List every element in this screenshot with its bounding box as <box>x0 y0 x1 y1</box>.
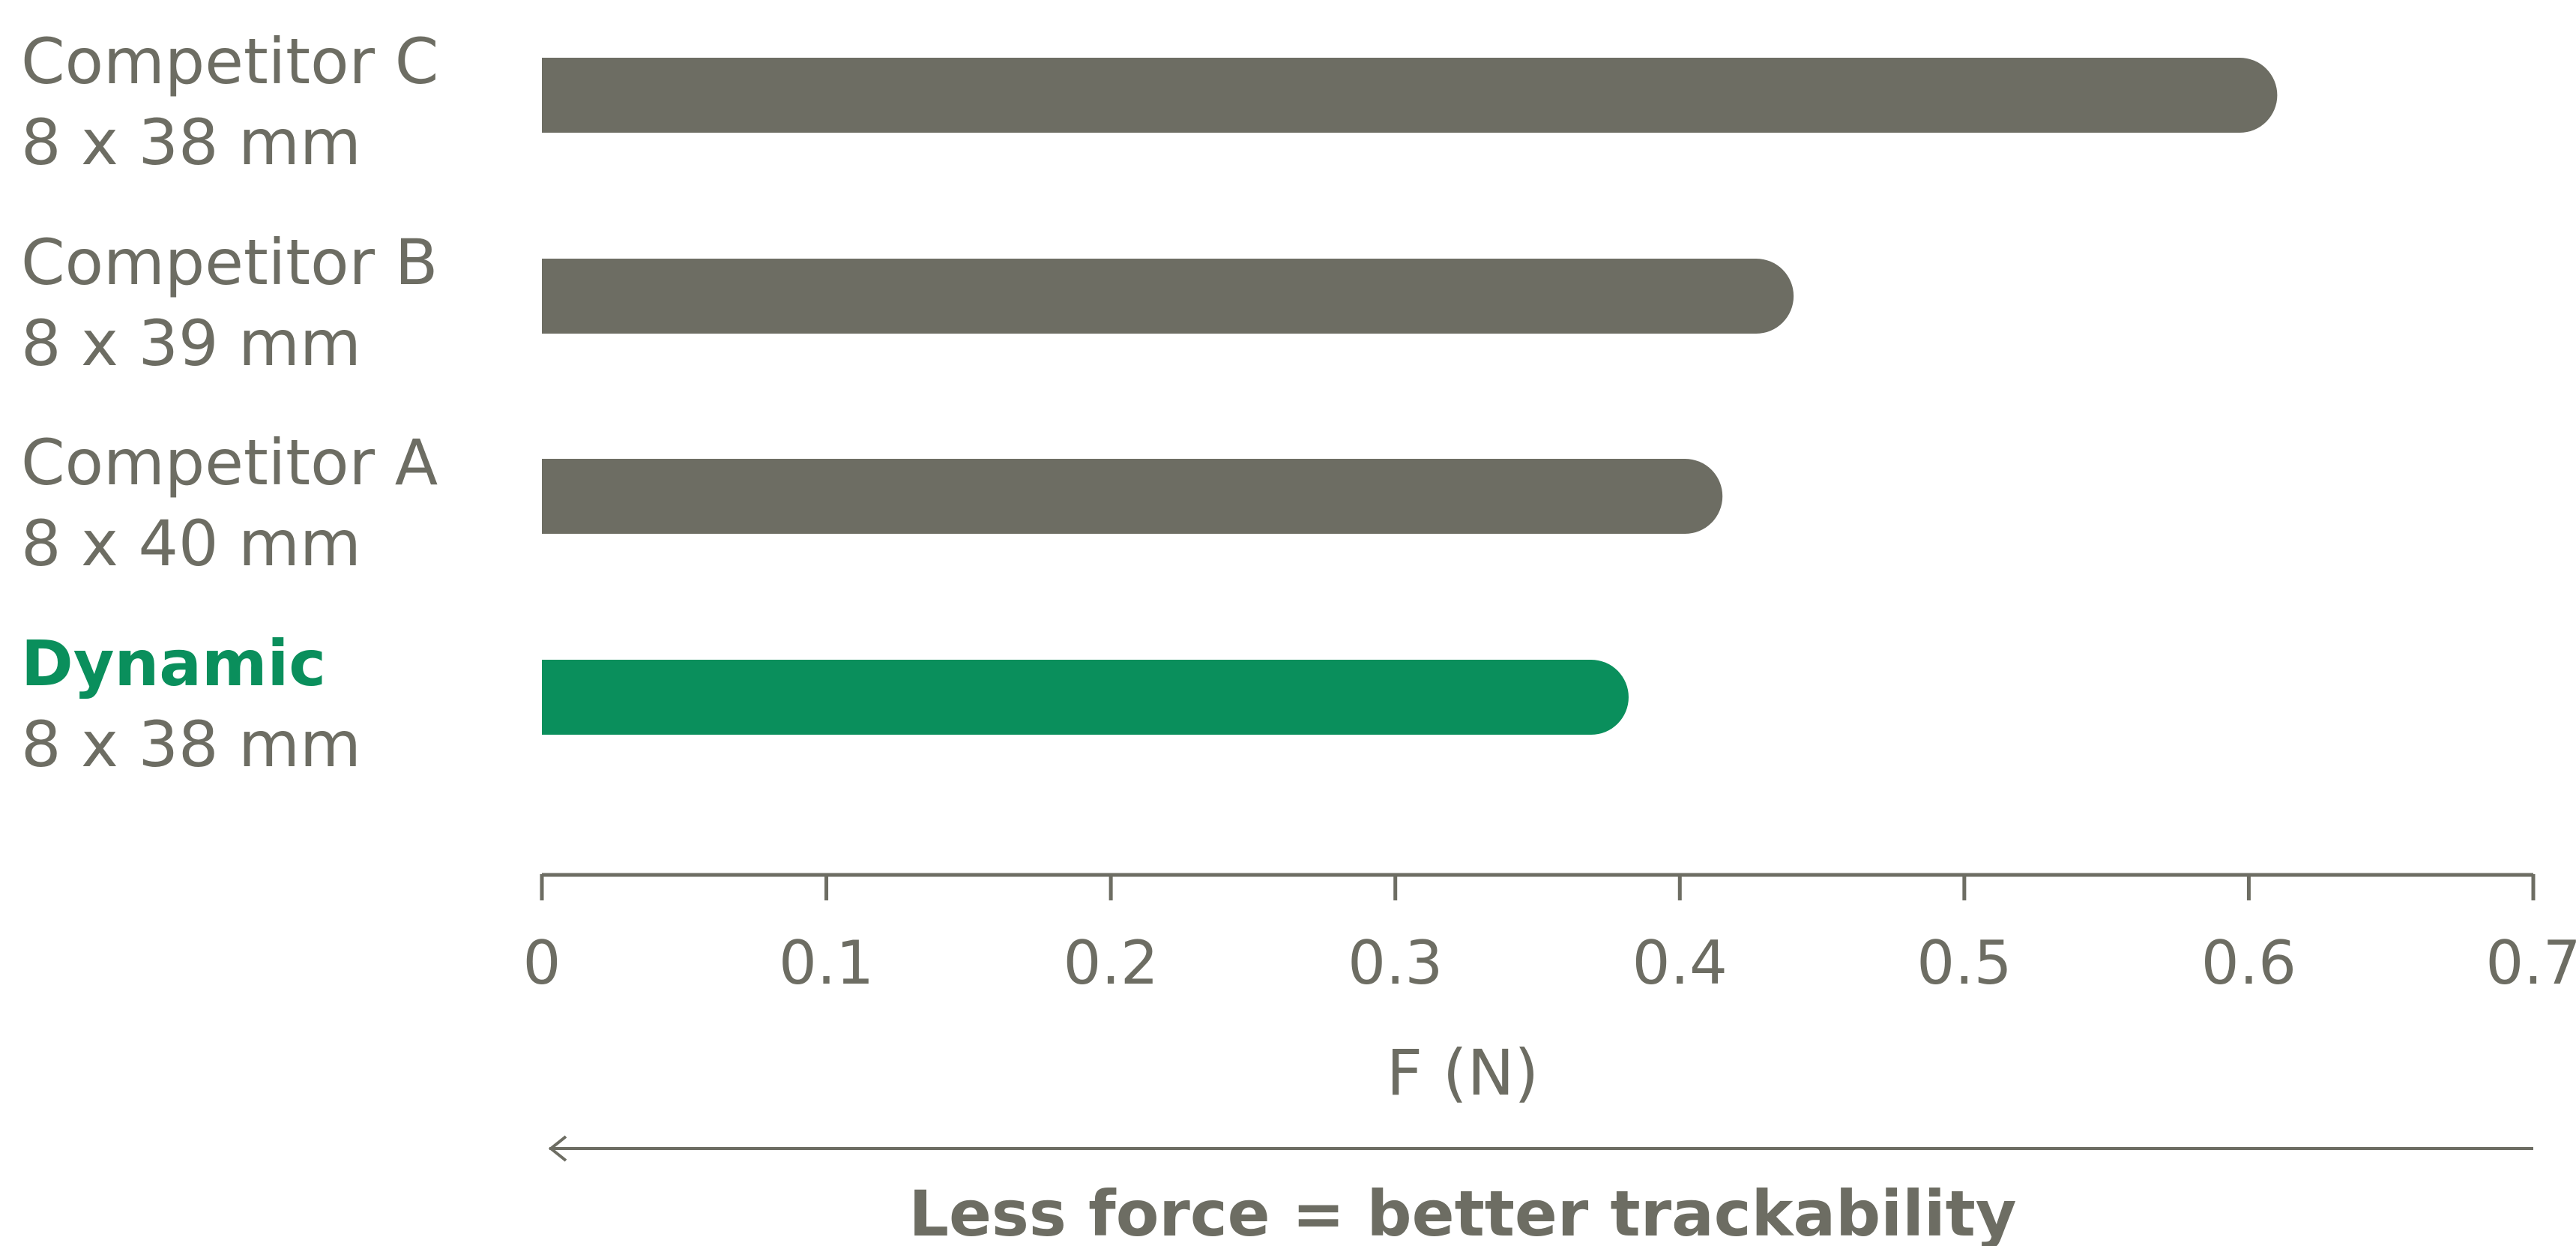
bar <box>542 259 1794 334</box>
category-labels: Competitor C 8 x 38 mm Competitor B 8 x 39 … <box>21 25 438 781</box>
x-tick-label: 0.3 <box>1348 928 1443 998</box>
category-label-detail: 8 x 40 mm <box>21 507 361 580</box>
direction-arrow <box>548 1135 2533 1162</box>
bar <box>542 58 2278 133</box>
bar <box>542 459 1723 534</box>
arrow-head <box>548 1135 567 1162</box>
x-axis-title: F (N) <box>1387 1036 1539 1110</box>
x-tick-label: 0.6 <box>2201 928 2296 998</box>
x-tick-label: 0 <box>523 928 561 998</box>
category-label-detail: 8 x 39 mm <box>21 307 361 380</box>
category-label-name: Competitor B <box>21 226 438 299</box>
category-label-detail: 8 x 38 mm <box>21 106 361 179</box>
x-tick-label: 0.5 <box>1916 928 2012 998</box>
bars <box>542 58 2278 735</box>
x-tick-label: 0.2 <box>1064 928 1159 998</box>
category-label-detail: 8 x 38 mm <box>21 708 361 781</box>
x-tick-label: 0.7 <box>2485 928 2576 998</box>
x-tick-label: 0.4 <box>1632 928 1728 998</box>
annotation-caption: Less force = better trackability <box>908 1177 2016 1246</box>
x-tick-label: 0.1 <box>779 928 874 998</box>
category-label-name: Dynamic <box>21 627 326 700</box>
x-axis-ticks: 0 0.1 0.2 0.3 0.4 0.5 0.6 0.7 <box>523 874 2576 998</box>
category-label-name: Competitor A <box>21 426 438 499</box>
bar-highlight <box>542 660 1629 735</box>
category-label-name: Competitor C <box>21 25 438 98</box>
